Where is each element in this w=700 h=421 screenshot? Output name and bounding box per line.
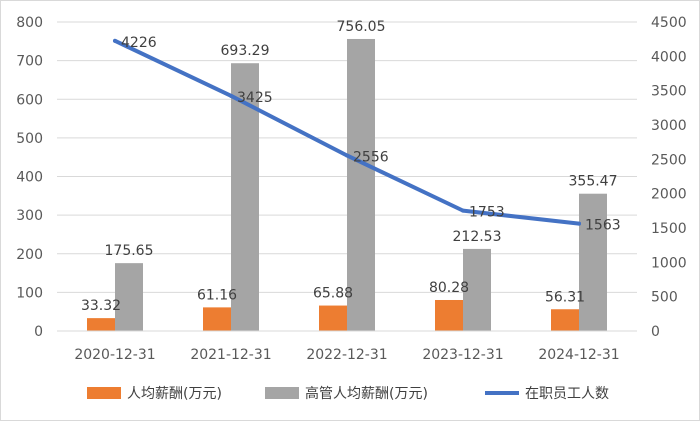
line-point xyxy=(229,93,233,98)
bar-exec-avg-salary xyxy=(579,193,607,331)
line-data-label: 2556 xyxy=(353,149,389,165)
bar-avg-salary xyxy=(435,299,463,331)
bars xyxy=(87,38,607,332)
legend-label: 人均薪酬(万元) xyxy=(127,386,222,402)
legend-label: 高管人均薪酬(万元) xyxy=(305,385,428,402)
line-data-label: 3425 xyxy=(237,90,273,106)
bar-exec-avg-salary xyxy=(463,248,491,331)
y-right-tick-label: 2000 xyxy=(651,187,687,203)
bar-avg-salary xyxy=(551,309,579,331)
bar-data-label: 65.88 xyxy=(313,286,353,302)
x-tick-label: 2020-12-31 xyxy=(74,347,155,363)
y-left-tick-label: 500 xyxy=(16,131,43,147)
bar-data-label: 80.28 xyxy=(429,280,469,296)
line-data-label: 1753 xyxy=(469,205,505,221)
bar-data-label: 61.16 xyxy=(197,287,237,303)
axes: 0 100 200 300 400 500 600 700 800 0 500 1000 1500 200… xyxy=(16,15,686,363)
y-left-tick-label: 0 xyxy=(34,324,43,340)
y-right-tick-label: 1000 xyxy=(651,255,687,271)
bar-exec-avg-salary xyxy=(347,38,375,332)
line-point xyxy=(113,38,117,43)
y-left-tick-label: 400 xyxy=(16,170,43,186)
bar-data-label: 756.05 xyxy=(337,19,386,35)
y-left-tick-label: 200 xyxy=(16,247,43,263)
y-right-tick-label: 4500 xyxy=(651,15,687,31)
bar-exec-avg-salary xyxy=(115,263,143,331)
x-tick-label: 2024-12-31 xyxy=(538,347,619,363)
legend: 人均薪酬(万元) 高管人均薪酬(万元) 在职员工人数 xyxy=(87,385,609,402)
bar-data-label: 212.53 xyxy=(453,229,502,245)
x-tick-label: 2022-12-31 xyxy=(306,347,387,363)
y-left-tick-label: 300 xyxy=(16,208,43,224)
bar-data-label: 56.31 xyxy=(545,289,585,305)
line-point xyxy=(461,208,465,213)
y-left-tick-label: 700 xyxy=(16,54,43,70)
line-data-label: 4226 xyxy=(121,35,157,51)
legend-swatch xyxy=(87,387,121,399)
y-right-tick-label: 500 xyxy=(651,290,678,306)
x-tick-label: 2021-12-31 xyxy=(190,347,271,363)
line-series xyxy=(113,38,581,226)
y-right-tick-label: 2500 xyxy=(651,152,687,168)
y-left-tick-label: 800 xyxy=(16,15,43,31)
legend-label: 在职员工人数 xyxy=(525,386,609,402)
y-left-tick-label: 100 xyxy=(16,285,43,301)
bar-data-label: 175.65 xyxy=(105,243,154,259)
bar-data-label: 355.47 xyxy=(569,174,618,190)
y-right-tick-label: 3000 xyxy=(651,118,687,134)
bar-avg-salary xyxy=(319,305,347,331)
data-labels: 33.32 61.16 65.88 80.28 56.31 175.65 693.29 756… xyxy=(81,19,621,314)
y-left-tick-label: 600 xyxy=(16,92,43,108)
y-right-tick-label: 3500 xyxy=(651,84,687,100)
legend-swatch xyxy=(265,387,299,399)
line-point xyxy=(577,221,581,226)
bar-data-label: 33.32 xyxy=(81,298,121,314)
bar-avg-salary xyxy=(87,318,115,331)
x-tick-label: 2023-12-31 xyxy=(422,347,503,363)
y-right-tick-label: 0 xyxy=(651,324,660,340)
bar-data-label: 693.29 xyxy=(221,43,270,59)
y-right-tick-label: 4000 xyxy=(651,49,687,65)
bar-avg-salary xyxy=(203,307,231,331)
line-data-label: 1563 xyxy=(585,218,621,234)
line-point xyxy=(345,153,349,158)
y-right-tick-label: 1500 xyxy=(651,221,687,237)
